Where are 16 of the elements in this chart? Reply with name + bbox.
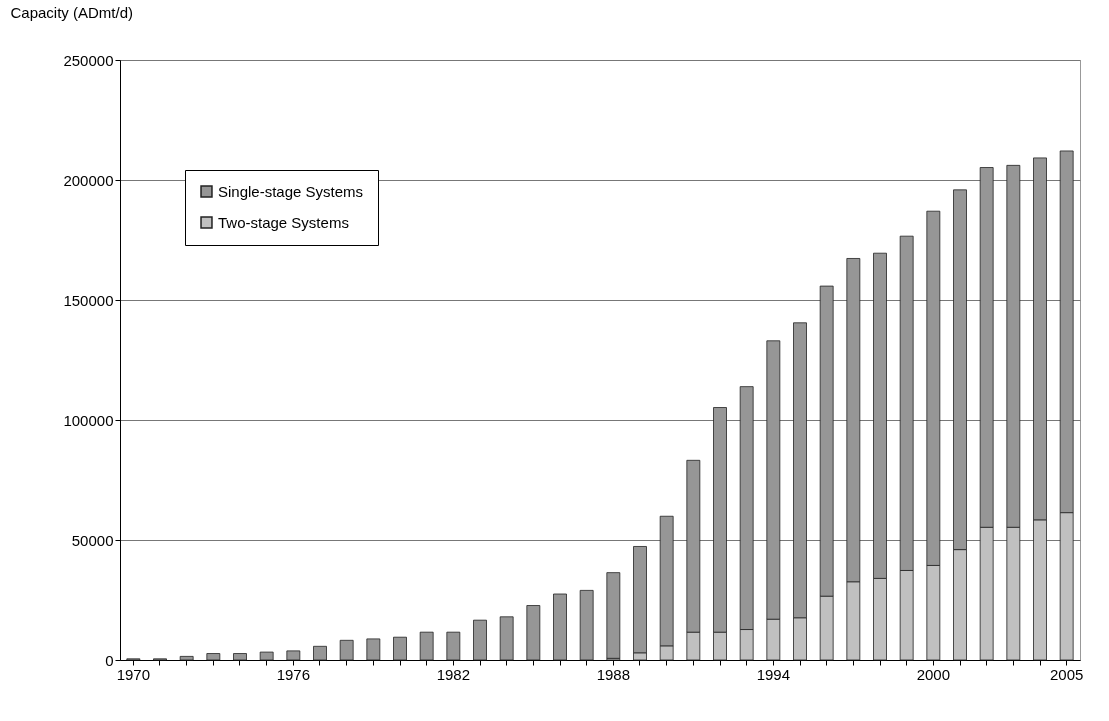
y-tick-label: 150000 xyxy=(63,291,114,309)
y-tick-label: 100000 xyxy=(63,411,114,429)
x-tick-label: 1988 xyxy=(596,665,631,683)
legend-label: Two-stage Systems xyxy=(218,213,349,231)
y-tick-label: 0 xyxy=(105,651,114,669)
y-tick-label: 200000 xyxy=(63,171,114,189)
x-tick-label: 2005 xyxy=(1049,665,1084,683)
x-tick-label: 1982 xyxy=(436,665,471,683)
x-tick-label: 2000 xyxy=(916,665,951,683)
y-axis-title: Capacity (ADmt/d) xyxy=(10,3,134,21)
y-tick-label: 250000 xyxy=(63,51,114,69)
x-tick-label: 1970 xyxy=(116,665,151,683)
x-tick-label: 1994 xyxy=(756,665,791,683)
legend-label: Single-stage Systems xyxy=(218,182,364,200)
y-tick-label: 50000 xyxy=(71,531,114,549)
x-tick-label: 1976 xyxy=(276,665,311,683)
